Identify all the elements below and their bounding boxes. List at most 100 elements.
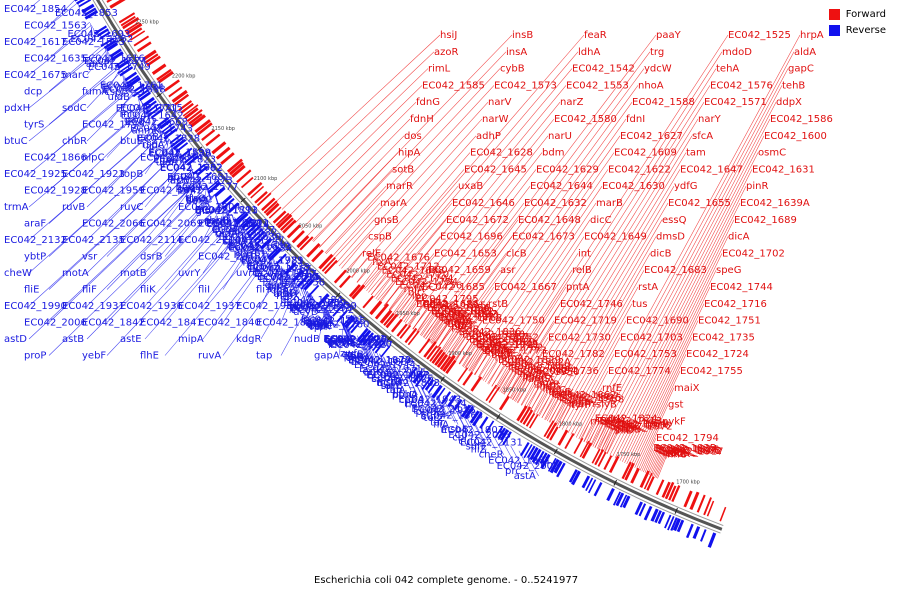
scale-tick-mark [613, 479, 618, 486]
forward-gene-connector [619, 253, 723, 461]
forward-gene-label: maIY [488, 348, 514, 359]
reverse-gene-label: tfaQ [185, 194, 207, 205]
reverse-gene-label: chbG [304, 317, 330, 328]
forward-gene-arrow [226, 158, 243, 173]
forward-gene-connector [604, 429, 616, 454]
reverse-gene-arrow [137, 89, 149, 98]
reverse-gene-label: EC042_1615 [257, 272, 320, 283]
forward-gene-label: hrpA [800, 30, 824, 41]
forward-gene-label: EC042_1772 [431, 306, 494, 317]
reverse-gene-connector [480, 426, 491, 447]
forward-gene-arrow [498, 395, 510, 411]
reverse-gene-arrow [358, 329, 372, 344]
forward-gene-arrow [182, 104, 199, 117]
reverse-gene-arrow [581, 475, 591, 489]
reverse-gene-connector [393, 364, 403, 384]
reverse-gene-connector [388, 360, 397, 380]
forward-gene-arrow [144, 53, 159, 64]
forward-gene-label: EC042_1870 [606, 419, 669, 430]
forward-gene-connector [408, 305, 424, 327]
legend-reverse-swatch [828, 24, 840, 36]
reverse-gene-label: EC042_1866 [24, 153, 87, 164]
reverse-gene-label: slyA [186, 195, 207, 206]
reverse-gene-label: EC042_1959 [82, 186, 145, 197]
reverse-gene-label: EC042_2013 [198, 252, 261, 263]
forward-gene-arrow [703, 497, 712, 516]
reverse-gene-label: EC042_1839 [351, 357, 414, 368]
forward-gene-arrow [171, 89, 188, 103]
reverse-gene-connector [428, 391, 439, 411]
reverse-gene-connector [48, 21, 90, 59]
reverse-gene-connector [456, 410, 467, 431]
scale-tick-label: 1950 kbp [396, 311, 420, 317]
reverse-gene-label: trmA [4, 202, 29, 213]
reverse-gene-label: chbF [154, 155, 178, 166]
forward-gene-label: EC042_1836 [459, 327, 522, 338]
forward-gene-label: purR [536, 380, 560, 391]
reverse-gene-arrow [221, 197, 235, 210]
forward-gene-label: EC042_1782 [542, 349, 605, 360]
forward-gene-connector [488, 361, 502, 385]
forward-gene-label: EC042_1622 [608, 164, 671, 175]
forward-gene-label: ydcW [644, 64, 672, 75]
reverse-gene-connector [222, 269, 286, 356]
reverse-gene-label: dcp [24, 87, 42, 98]
forward-gene-label: pabB [615, 424, 641, 435]
backbone-outer-arc [92, 0, 721, 534]
reverse-gene-label: topB [120, 169, 143, 180]
reverse-gene-label: EC042_1826 [371, 373, 434, 384]
reverse-gene-arrow [260, 237, 273, 250]
reverse-gene-label: EC042_2221 [327, 338, 390, 349]
reverse-gene-arrow [441, 391, 452, 405]
scale-tick-mark [197, 146, 203, 151]
reverse-gene-label: EC042_1743 [130, 124, 193, 135]
reverse-gene-label: EC042_1973 [348, 355, 411, 366]
reverse-gene-connector [222, 254, 271, 323]
reverse-gene-arrow [472, 412, 483, 427]
forward-gene-label: EC042_1576 [710, 80, 773, 91]
forward-gene-connector [370, 274, 387, 296]
reverse-gene-connector [78, 2, 81, 14]
reverse-gene-connector [492, 434, 504, 455]
forward-gene-label: katE [479, 342, 501, 353]
forward-gene-label: relB [572, 265, 592, 276]
forward-gene-arrow [151, 63, 167, 75]
reverse-gene-label: astA [514, 471, 536, 482]
forward-gene-arrow [168, 86, 183, 98]
forward-gene-label: EC042_1735 [692, 332, 755, 343]
reverse-gene-connector [144, 211, 230, 307]
reverse-gene-label: astD [4, 334, 27, 345]
reverse-gene-label: EC042_1577 [176, 182, 239, 193]
forward-gene-connector [594, 424, 607, 448]
forward-gene-arrow [630, 467, 640, 484]
forward-gene-label: gst [668, 400, 684, 411]
forward-gene-arrow [228, 161, 245, 176]
forward-gene-arrow [516, 405, 528, 422]
forward-gene-connector [612, 202, 741, 457]
reverse-gene-arrow [431, 384, 443, 399]
forward-gene-arrow [324, 259, 338, 275]
reverse-gene-arrow [553, 460, 563, 474]
forward-gene-label: EC042_1628 [470, 148, 533, 159]
reverse-gene-connector [436, 397, 447, 417]
reverse-gene-arrow [117, 63, 132, 74]
reverse-gene-label: msbB [441, 425, 469, 436]
reverse-gene-connector [364, 342, 374, 361]
forward-gene-label: hexR [488, 348, 513, 359]
reverse-gene-connector [383, 357, 393, 376]
forward-gene-connector [356, 152, 471, 283]
forward-gene-label: fdnI [626, 114, 645, 125]
reverse-gene-arrow [291, 269, 305, 283]
reverse-gene-label: EC042_1971 [359, 364, 422, 375]
forward-gene-label: EC042_1609 [614, 148, 677, 159]
forward-gene-arrow [689, 491, 700, 511]
reverse-gene-connector [28, 144, 174, 274]
forward-gene-arrow [277, 213, 293, 229]
reverse-gene-arrow [479, 416, 489, 429]
reverse-gene-label: rnd [195, 205, 212, 216]
reverse-gene-label: pphA [392, 390, 418, 401]
forward-gene-arrow [639, 470, 650, 488]
forward-gene-connector [373, 202, 453, 298]
reverse-gene-arrow [638, 503, 647, 517]
reverse-gene-connector [380, 354, 389, 373]
